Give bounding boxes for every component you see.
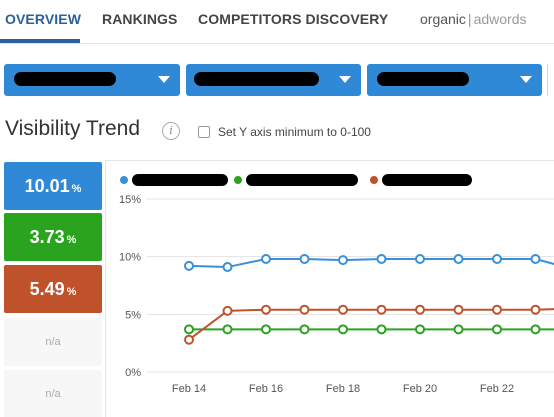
data-point[interactable] — [261, 253, 271, 264]
redacted-domain — [14, 72, 116, 86]
domain-select-3[interactable] — [367, 64, 542, 96]
y-tick-label: 10% — [119, 252, 141, 264]
data-point[interactable] — [415, 304, 425, 315]
data-point[interactable] — [376, 304, 387, 315]
y-axis-min-label[interactable]: Set Y axis minimum to 0-100 — [218, 125, 371, 139]
data-point[interactable] — [530, 304, 541, 315]
report-tabs: OVERVIEW RANKINGS COMPETITORS DISCOVERY … — [0, 0, 554, 44]
data-point[interactable] — [184, 324, 194, 335]
score-value: n/a — [45, 388, 61, 400]
data-point[interactable] — [299, 253, 310, 264]
data-point[interactable] — [453, 324, 464, 335]
legend-dot — [120, 176, 128, 184]
domain-select-2[interactable] — [186, 64, 361, 96]
tab-competitors-discovery[interactable]: COMPETITORS DISCOVERY — [198, 11, 389, 27]
score-domain-3: 5.49% — [4, 265, 102, 313]
data-point[interactable] — [261, 324, 271, 335]
data-point[interactable] — [184, 260, 194, 271]
data-point[interactable] — [530, 324, 541, 335]
score-value: 5.49 — [29, 278, 65, 299]
database-organic-link[interactable]: organic — [420, 11, 466, 27]
x-tick-label: Feb 14 — [172, 383, 206, 395]
tab-overview[interactable]: OVERVIEW — [5, 11, 82, 27]
database-switch: organic | adwords — [420, 11, 526, 27]
domain-select-4-edge[interactable] — [547, 64, 554, 96]
data-point[interactable] — [492, 324, 502, 335]
chevron-down-icon — [158, 76, 170, 83]
score-value: 10.01 — [24, 175, 70, 196]
y-tick-label: 15% — [119, 194, 141, 206]
score-value: 3.73 — [29, 226, 65, 247]
visibility-chart-panel — [105, 160, 554, 417]
y-tick-label: 5% — [125, 309, 141, 321]
score-domain-2: 3.73% — [4, 213, 102, 261]
data-point[interactable] — [453, 304, 464, 315]
data-point[interactable] — [415, 324, 425, 335]
redacted-legend-label — [132, 174, 228, 186]
legend-dot — [370, 176, 378, 184]
data-point[interactable] — [299, 304, 310, 315]
domain-select-1[interactable] — [4, 64, 180, 96]
data-point[interactable] — [222, 324, 233, 335]
y-tick-label: 0% — [125, 367, 141, 379]
data-point[interactable] — [492, 304, 502, 315]
data-point[interactable] — [530, 253, 541, 264]
data-point[interactable] — [492, 253, 502, 264]
redacted-domain — [194, 72, 319, 86]
chevron-down-icon — [520, 76, 532, 83]
redacted-domain — [377, 72, 469, 86]
score-unit: % — [66, 286, 77, 298]
redacted-legend-label — [246, 174, 358, 186]
score-domain-1: 10.01% — [4, 162, 102, 210]
x-tick-label: Feb 16 — [249, 383, 283, 395]
data-point[interactable] — [338, 255, 348, 266]
score-domain-4: n/a — [4, 318, 102, 366]
data-point[interactable] — [453, 253, 464, 264]
info-icon[interactable]: i — [162, 122, 180, 140]
data-point[interactable] — [415, 253, 425, 264]
data-point[interactable] — [184, 334, 194, 345]
data-point[interactable] — [338, 304, 348, 315]
data-point[interactable] — [222, 262, 233, 273]
data-point[interactable] — [338, 324, 348, 335]
data-point[interactable] — [376, 324, 387, 335]
x-tick-label: Feb 20 — [403, 383, 437, 395]
score-value: n/a — [45, 336, 61, 348]
visibility-trend-title: Visibility Trend — [5, 117, 141, 140]
x-tick-label: Feb 18 — [326, 383, 360, 395]
data-point[interactable] — [222, 305, 233, 316]
legend-dot — [234, 176, 242, 184]
tab-rankings[interactable]: RANKINGS — [102, 11, 178, 27]
score-unit: % — [71, 183, 82, 195]
score-domain-5: n/a — [4, 370, 102, 417]
data-point[interactable] — [376, 253, 387, 264]
data-point[interactable] — [261, 304, 271, 315]
data-point[interactable] — [299, 324, 310, 335]
y-axis-min-checkbox[interactable] — [198, 126, 210, 138]
redacted-legend-label — [382, 174, 472, 186]
database-adwords-link[interactable]: adwords — [473, 11, 527, 27]
database-separator: | — [467, 11, 472, 27]
score-unit: % — [66, 234, 77, 246]
active-tab-indicator — [0, 39, 80, 43]
x-tick-label: Feb 22 — [480, 383, 514, 395]
chevron-down-icon — [339, 76, 351, 83]
